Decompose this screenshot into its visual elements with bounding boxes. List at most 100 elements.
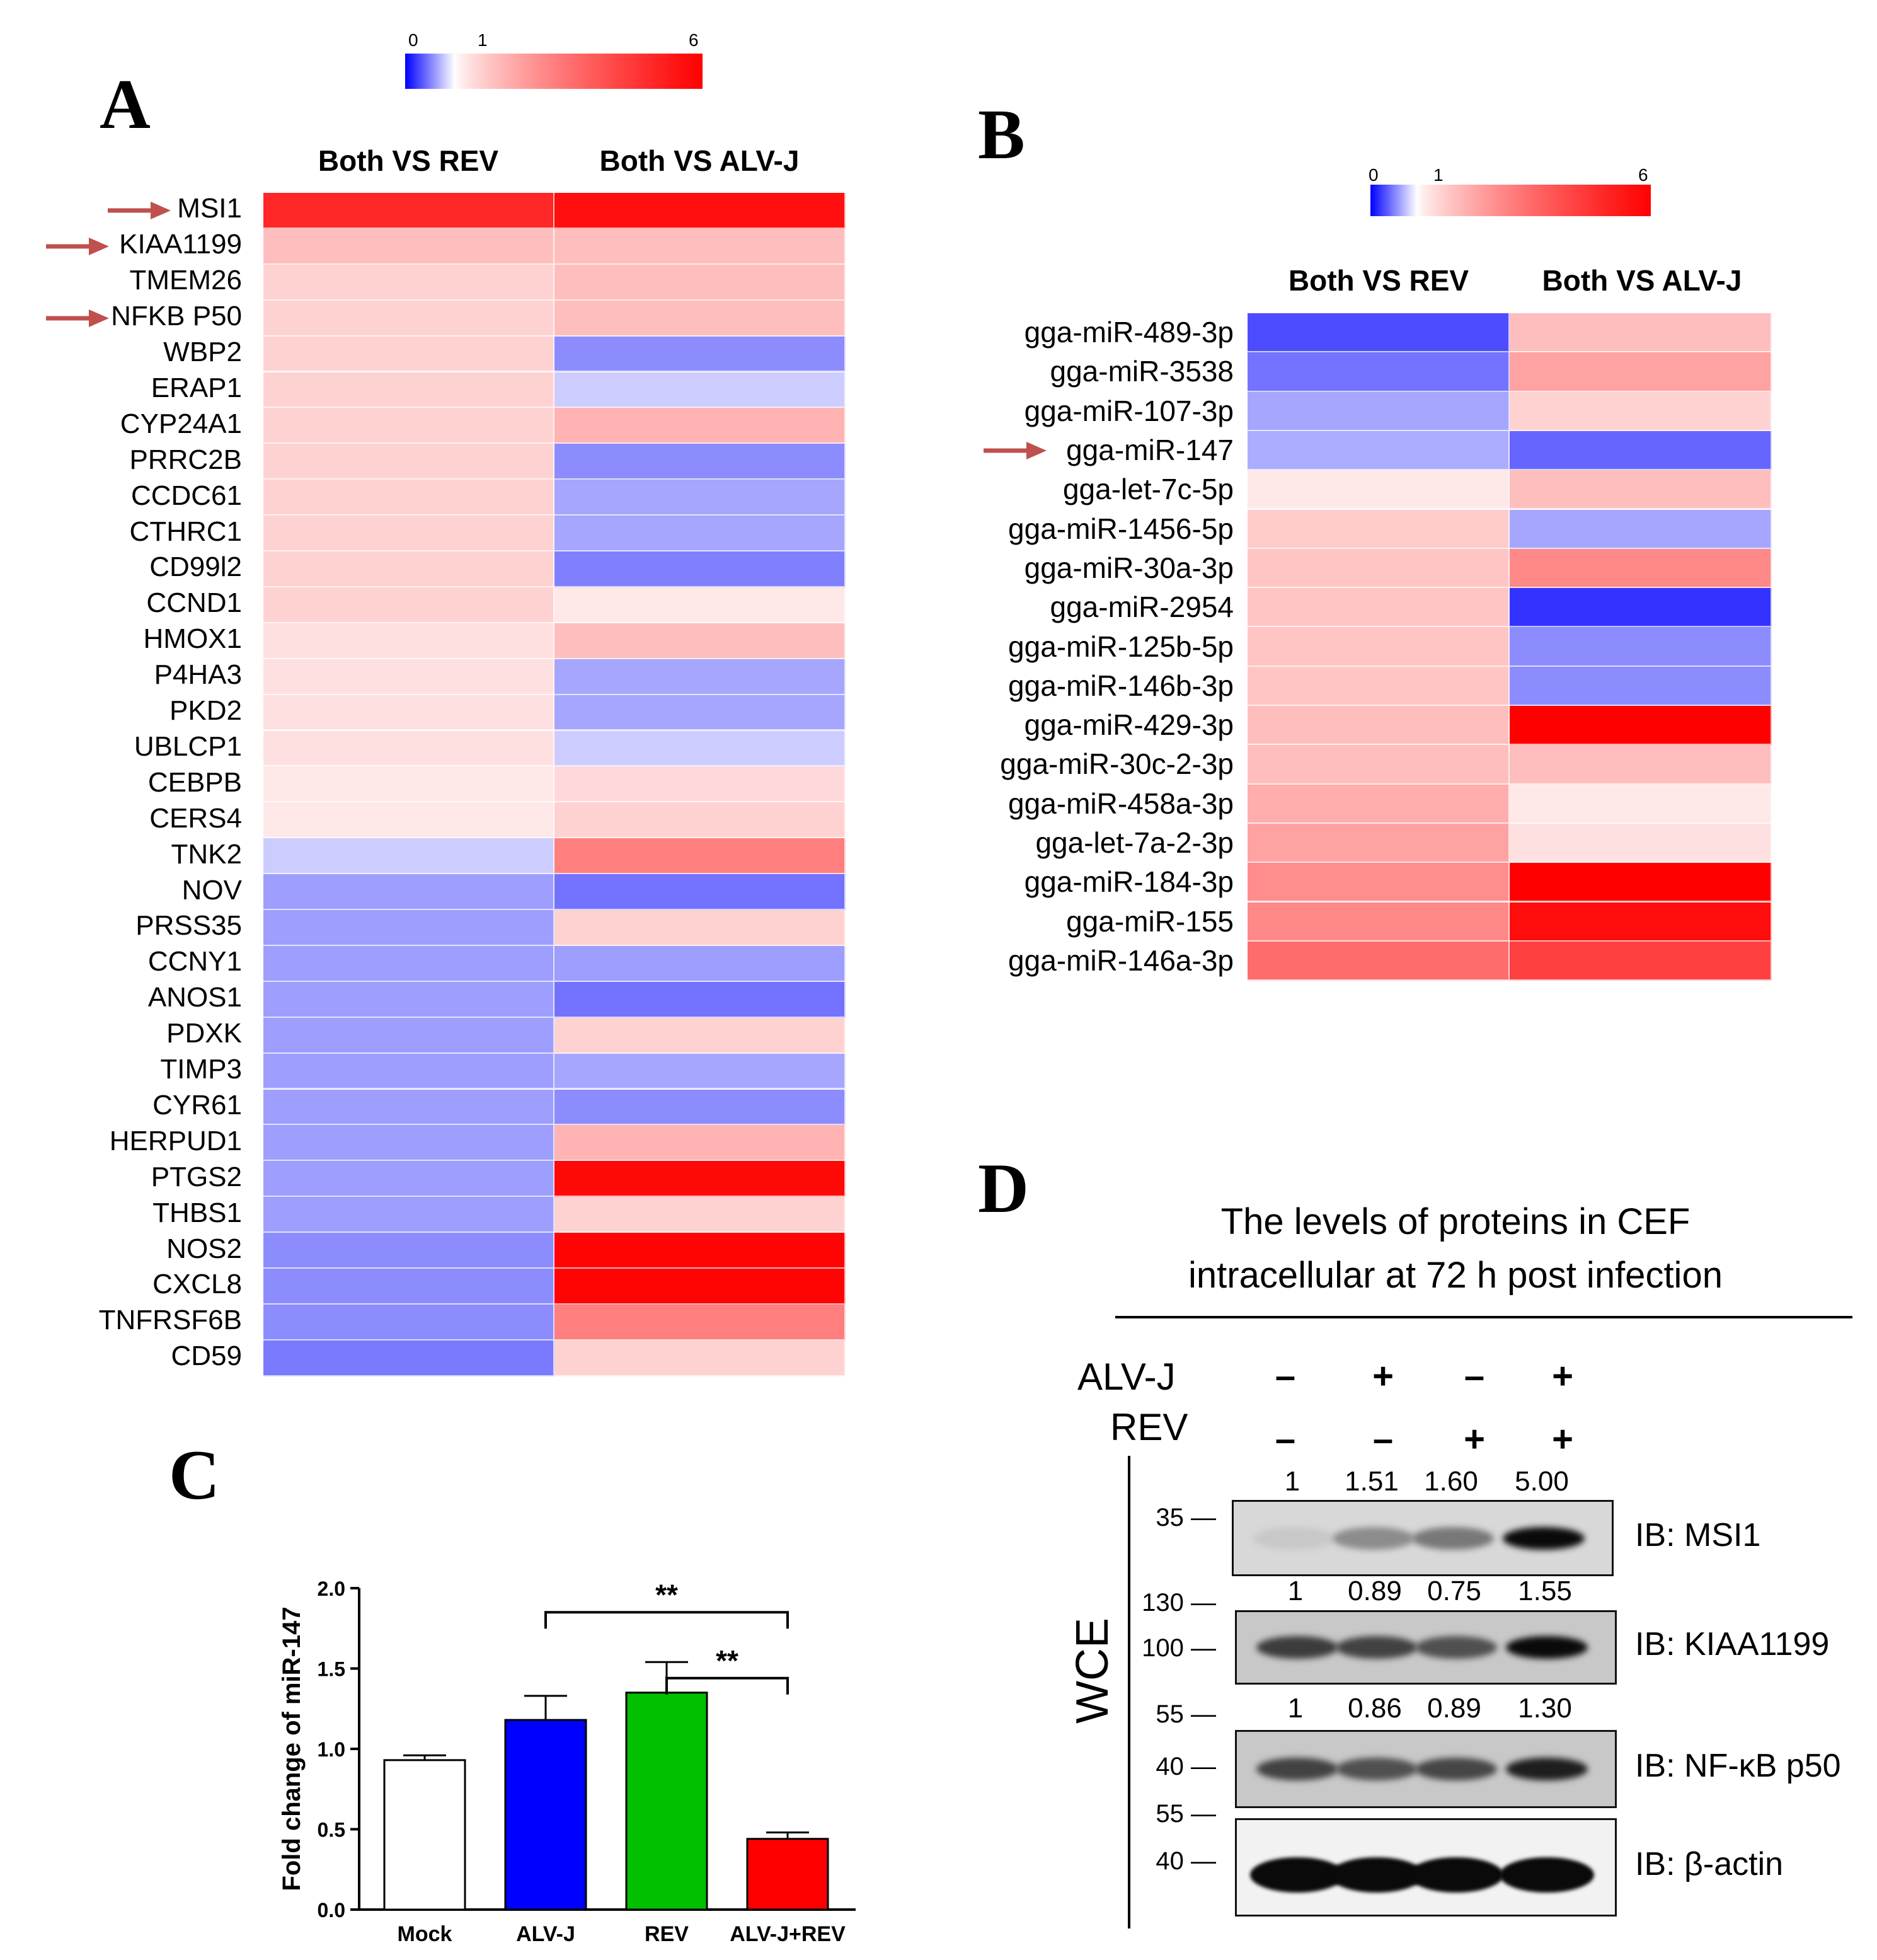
bar-mock [383,1759,466,1911]
panel-a-row-label: CYP24A1 [120,408,242,439]
ib-antibody-label: IB: NF-κB p50 [1635,1748,1841,1784]
panel-a-cell [554,480,846,516]
significance-bracket [544,1611,789,1629]
panel-a-row-label: ERAP1 [151,372,242,403]
mw-marker: 55 — [1156,1800,1216,1828]
panel-a-cell [554,659,846,695]
panel-a-cell [263,408,554,444]
panel-a-cell [263,444,554,480]
panel-a-colorbar-tick-0: 0 [408,30,418,50]
panel-a-colorbar-gradient [405,54,703,89]
y-axis-label: Fold change of miR-147 [278,1606,306,1891]
mw-marker: 55 — [1156,1700,1216,1728]
panel-a-row-label: TNK2 [171,838,242,870]
panel-b-cell [1248,627,1510,667]
panel-b-cell [1510,863,1772,902]
panel-b-colorbar-tick-1: 1 [1433,165,1444,185]
panel-b-col-header-rev: Both VS REV [1288,264,1469,297]
panel-b-cell [1248,902,1510,942]
protein-band [1412,1526,1494,1550]
band-quantification: 1.51 [1345,1466,1399,1497]
panel-a-cell [554,228,846,265]
panel-a-cell [554,1340,846,1376]
panel-a-row-label: CD59 [171,1340,243,1372]
panel-a-cell [263,981,554,1018]
panel-b-row-label: gga-let-7c-5p [1062,473,1234,506]
panel-b-row-label: gga-miR-184-3p [1024,865,1234,899]
panel-a-cell [263,910,554,946]
mw-marker: 40 — [1156,1847,1216,1875]
ib-antibody-label: IB: MSI1 [1635,1516,1761,1554]
panel-a-row-label: PDXK [166,1018,242,1049]
panel-a-cell [554,695,846,731]
panel-a-row-label: ANOS1 [147,982,242,1013]
panel-b-cell [1248,352,1510,392]
panel-a-cell [554,766,846,803]
panel-a-cell [263,516,554,551]
panel-b-cell [1510,391,1772,431]
panel-d-letter: D [978,1150,1029,1228]
protein-band [1506,1758,1588,1780]
panel-b-cell [1510,902,1772,942]
mw-marker: 100 — [1142,1634,1216,1662]
panel-a-row-label: NOS2 [166,1233,242,1264]
protein-band [1503,1526,1585,1550]
panel-a-cell [554,336,846,372]
protein-band [1415,1636,1497,1659]
panel-a-cell [554,1304,846,1340]
panel-a-cell [554,551,846,587]
panel-b-row-label: gga-miR-147 [1066,434,1234,467]
panel-a-cell [263,551,554,587]
significance-bracket [665,1676,789,1695]
panel-a-cell [263,838,554,875]
panel-b-cell [1248,548,1510,589]
band-quantification: 0.75 [1427,1576,1481,1606]
protein-band [1253,1526,1335,1550]
panel-b-cell [1248,745,1510,785]
significance-label: ** [655,1578,678,1611]
panel-b-row-label: gga-miR-1456-5p [1008,512,1234,545]
panel-b-cell [1510,706,1772,746]
panel-b-cell [1248,588,1510,628]
panel-a-cell [554,945,846,982]
panel-b-cell [1510,745,1772,785]
panel-b-row-label: gga-miR-429-3p [1024,708,1234,742]
panel-b-cell [1248,863,1510,902]
panel-b-row-label: gga-miR-155 [1066,904,1234,938]
panel-b-row-label: gga-miR-107-3p [1024,394,1234,427]
mw-marker: 40 — [1156,1753,1216,1780]
western-blot-strip [1235,1610,1617,1685]
panel-a-colorbar-tick-1: 1 [478,30,488,50]
panel-a-cell [554,1269,846,1305]
panel-b-row-label: gga-miR-30a-3p [1024,551,1234,584]
panel-b-row-label: gga-miR-146b-3p [1008,669,1234,702]
panel-a-cell [263,336,554,372]
western-blot-strip [1235,1818,1617,1917]
panel-d-row-label-alvj: ALV-J [1077,1356,1176,1398]
panel-c-letter: C [169,1436,220,1514]
panel-b-cell [1248,666,1510,706]
panel-b-letter: B [978,96,1025,174]
panel-a-cell [263,1197,554,1233]
alvj-sign: + [1552,1356,1573,1397]
panel-a-cell [554,981,846,1018]
panel-a-row-label: THBS1 [152,1197,242,1228]
y-tick-label: 1.0 [318,1738,345,1761]
mw-marker: 130 — [1142,1589,1216,1617]
panel-a-cell [263,300,554,337]
panel-a-col-header-alvj: Both VS ALV-J [599,144,800,177]
panel-b-cell [1248,706,1510,746]
panel-a-arrow-icon [108,202,171,220]
panel-a-cell [554,910,846,946]
panel-a-cell [554,516,846,551]
panel-b-row-label: gga-miR-146a-3p [1008,943,1234,977]
panel-a-cell [263,1340,554,1376]
panel-d-title-rule [1115,1316,1852,1318]
panel-a-cell [554,1125,846,1162]
x-tick-label: ALV-J [516,1922,575,1946]
panel-a-row-label: NOV [181,874,242,906]
panel-b-cell [1510,352,1772,392]
panel-a-letter: A [100,66,151,144]
panel-b-colorbar-tick-6: 6 [1638,165,1648,185]
panel-a-cell [263,1089,554,1126]
